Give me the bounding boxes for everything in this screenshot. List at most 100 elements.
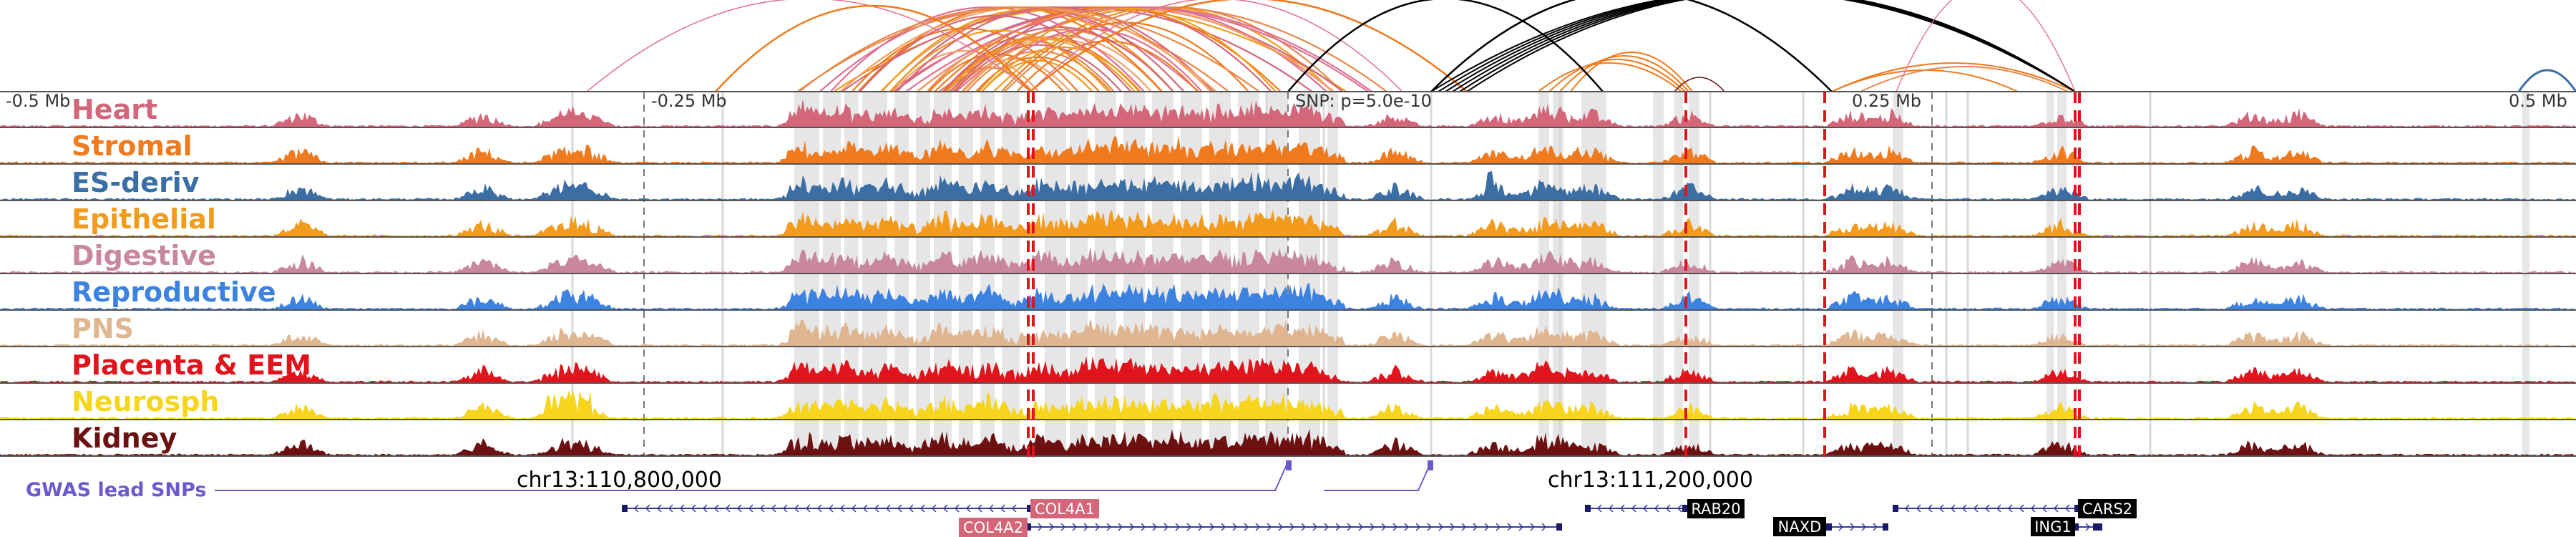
signal-trace: [0, 246, 2576, 273]
strand-chevron: [1278, 523, 1284, 531]
signal-trace: [0, 429, 2576, 455]
strand-chevron: [1473, 523, 1478, 531]
interaction-arc: [928, 53, 1064, 92]
strand-chevron: [656, 504, 662, 513]
strand-chevron: [1118, 523, 1123, 531]
strand-chevron: [2064, 504, 2070, 513]
interaction-arc: [896, 6, 1214, 92]
strand-chevron: [702, 504, 708, 513]
track-label: Placenta & EEM: [72, 349, 311, 381]
gene-annotations: COL4A1 COL4A2 RAB20 NAXD CARS2 ING1: [622, 499, 2137, 537]
strand-chevron: [862, 504, 868, 513]
interaction-arcs: [586, 0, 2576, 92]
track-label: Digestive: [72, 240, 216, 271]
gwas-label: GWAS lead SNPs: [26, 479, 206, 501]
strand-chevron: [1011, 504, 1017, 513]
interaction-arc: [905, 6, 1372, 92]
strand-chevron: [2085, 523, 2091, 531]
strand-chevron: [988, 504, 994, 513]
gene-label: ING1: [2034, 518, 2072, 536]
strand-chevron: [1507, 523, 1513, 531]
strand-chevron: [1106, 523, 1112, 531]
gene-exon: [1585, 505, 1591, 512]
strand-chevron: [1984, 504, 1990, 513]
strand-chevron: [1186, 523, 1192, 531]
gene-exon: [2073, 523, 2079, 531]
signal-trace: [0, 135, 2576, 163]
strand-chevron: [839, 504, 845, 513]
strand-chevron: [794, 504, 799, 513]
strand-chevron: [691, 504, 696, 513]
track-label: Kidney: [72, 422, 177, 454]
strand-chevron: [965, 504, 971, 513]
track-label: Neurosph: [72, 386, 219, 417]
gwas-snp-marker: [1286, 460, 1292, 470]
strand-chevron: [1938, 504, 1944, 513]
strand-chevron: [1141, 523, 1146, 531]
interaction-arc: [1860, 66, 2069, 92]
strand-chevron: [1358, 523, 1364, 531]
interaction-arc: [1831, 62, 2076, 92]
strand-chevron: [1596, 504, 1602, 513]
strand-chevron: [816, 504, 822, 513]
coordinate-labels: chr13:110,800,000 chr13:111,200,000: [517, 468, 1753, 493]
strand-chevron: [1232, 523, 1238, 531]
axis-tick-label: -0.5 Mb: [6, 91, 70, 111]
signal-trace: [0, 356, 2576, 382]
strand-chevron: [851, 504, 857, 513]
strand-chevron: [1370, 523, 1375, 531]
gene-label-box: [959, 518, 1028, 537]
gene-exon: [622, 505, 628, 512]
strand-chevron: [1404, 523, 1410, 531]
interaction-arc: [1559, 55, 1689, 92]
signal-trace: [0, 283, 2576, 309]
strand-chevron: [1677, 504, 1682, 513]
strand-chevron: [1175, 523, 1181, 531]
gene-exon: [1556, 523, 1562, 531]
strand-chevron: [1996, 504, 2001, 513]
strand-chevron: [805, 504, 811, 513]
strand-chevron: [1619, 504, 1625, 513]
interaction-arc: [2517, 69, 2576, 92]
strand-chevron: [2030, 504, 2036, 513]
gene-label-box: [1773, 517, 1826, 536]
strand-chevron: [668, 504, 673, 513]
coordinate-label: chr13:111,200,000: [1548, 468, 1753, 493]
interaction-arc: [586, 0, 1031, 92]
strand-chevron: [1518, 523, 1524, 531]
track-label: Epithelial: [72, 203, 216, 235]
gene-exon: [1826, 523, 1832, 531]
strand-chevron: [1654, 504, 1659, 513]
interaction-arc: [1004, 6, 1343, 92]
strand-chevron: [759, 504, 765, 513]
interaction-arc: [1430, 0, 1833, 92]
strand-chevron: [1163, 523, 1169, 531]
strand-chevron: [1049, 523, 1055, 531]
snp-pvalue-label: SNP: p=5.0e-10: [1295, 91, 1432, 111]
strand-chevron: [1438, 523, 1444, 531]
gene-exon: [1025, 523, 1031, 531]
strand-chevron: [1496, 523, 1501, 531]
strand-chevron: [1961, 504, 1967, 513]
gene-label: COL4A2: [963, 519, 1023, 536]
strand-chevron: [1904, 504, 1910, 513]
interaction-arc: [1030, 0, 1468, 92]
interaction-arc: [1016, 40, 1199, 92]
interaction-arc: [981, 46, 1141, 92]
interaction-arc: [934, 6, 1282, 92]
interaction-arc: [829, 6, 1145, 92]
strand-chevron: [736, 504, 742, 513]
strand-chevron: [1000, 504, 1005, 513]
track-label: Reproductive: [72, 276, 276, 308]
gene-label-box: [1030, 499, 1099, 518]
signal-trace: [0, 209, 2576, 236]
interaction-arc: [1570, 52, 1693, 92]
strand-chevron: [633, 504, 639, 513]
strand-chevron: [1198, 523, 1204, 531]
gene-exon: [1883, 523, 1888, 531]
boundary-lines: [1027, 92, 2081, 457]
strand-chevron: [782, 504, 788, 513]
interaction-arc: [1674, 77, 1725, 92]
track-label: PNS: [72, 313, 134, 344]
track-labels: Heart Stromal ES-deriv Epithelial Digest…: [72, 94, 311, 454]
